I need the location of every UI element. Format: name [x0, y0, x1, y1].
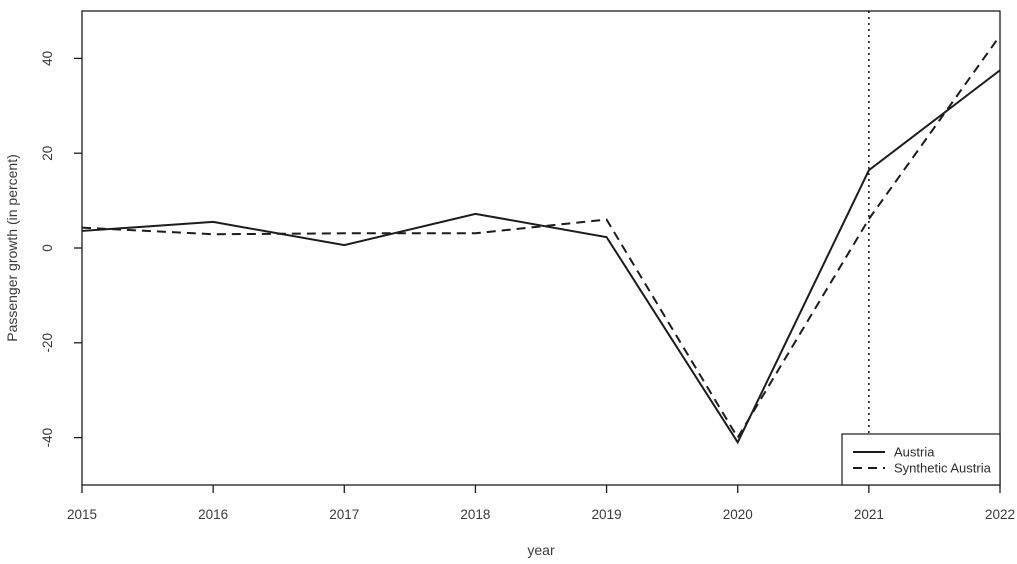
plot-area: 2015 2016 2017 2018 2019 2020 2021 2022 -40 -20 0 2… — [40, 10, 1015, 522]
y-tick-label: 20 — [40, 146, 55, 161]
series-line-solid — [81, 69, 1001, 445]
plot-border — [81, 10, 1001, 486]
y-tick-label: 40 — [40, 51, 55, 66]
x-tick-label: 2017 — [329, 507, 359, 522]
x-tick-label: 2016 — [198, 507, 228, 522]
x-tick-label: 2019 — [592, 507, 622, 522]
x-tick-label: 2018 — [460, 507, 490, 522]
series-line-dashed — [81, 35, 1001, 440]
x-axis-title: year — [527, 542, 555, 558]
x-tick-label: 2015 — [67, 507, 97, 522]
legend-label: Synthetic Austria — [894, 461, 992, 476]
y-tick-label: 0 — [40, 244, 55, 252]
x-tick-label: 2021 — [854, 507, 884, 522]
y-axis-title: Passenger growth (in percent) — [4, 154, 20, 342]
y-tick-label: -40 — [40, 428, 55, 448]
legend-label: Austria — [894, 445, 935, 460]
x-tick-label: 2020 — [723, 507, 753, 522]
x-tick-label: 2022 — [985, 507, 1015, 522]
legend-box — [841, 433, 1001, 486]
y-tick-label: -20 — [40, 333, 55, 353]
